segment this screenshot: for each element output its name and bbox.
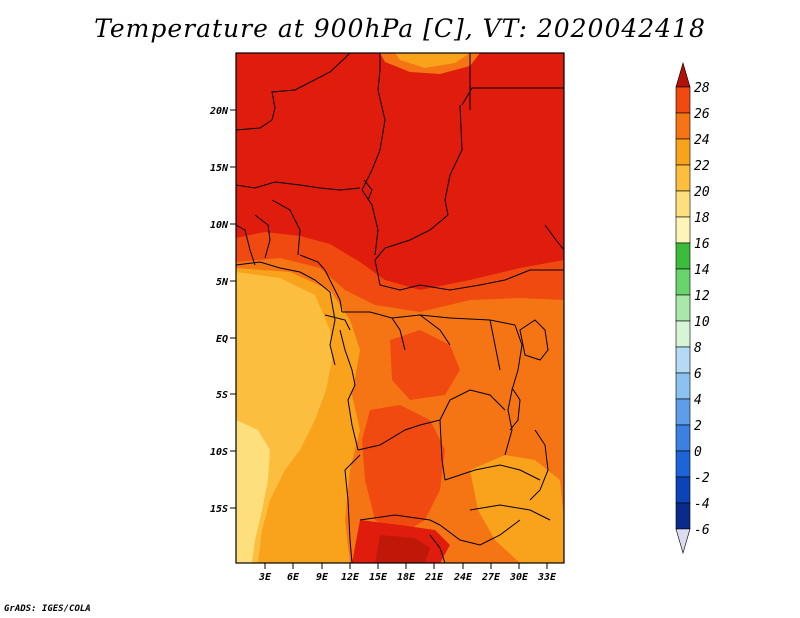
lon-label-27e: 27E <box>481 572 501 583</box>
lat-label-15s: 15S <box>210 504 228 515</box>
colorbar-label: 24 <box>694 133 710 148</box>
colorbar-label: -6 <box>694 523 710 538</box>
lon-label-18e: 18E <box>397 572 416 583</box>
colorbar-label: 12 <box>694 289 710 304</box>
colorbar-label: 26 <box>694 107 710 122</box>
lat-label-10n: 10N <box>210 220 229 231</box>
colorbar-box <box>675 398 691 426</box>
lon-label-9e: 9E <box>316 572 329 583</box>
colorbar-box <box>675 86 691 114</box>
field-interior-26a <box>362 405 445 535</box>
colorbar-label: 8 <box>694 341 702 356</box>
colorbar-box <box>675 190 691 218</box>
lat-label-5n: 5N <box>216 277 229 288</box>
lon-label-24e: 24E <box>453 572 473 583</box>
colorbar-label: -4 <box>694 497 710 512</box>
lon-label-3e: 3E <box>258 572 272 583</box>
field-ocean-18 <box>236 420 270 563</box>
lat-label-5s: 5S <box>216 390 228 401</box>
lon-label-12e: 12E <box>341 572 360 583</box>
colorbar-label: 14 <box>694 263 710 278</box>
colorbar-label: 4 <box>694 393 702 408</box>
colorbar-box <box>675 138 691 166</box>
colorbar-box <box>675 112 691 140</box>
colorbar-label: 22 <box>694 159 710 174</box>
lat-axis: 20N 15N 10N 5N EQ 5S 10S 15S <box>209 106 236 515</box>
grads-credit: GrADS: IGES/COLA <box>4 604 91 614</box>
colorbar-boxes <box>675 61 691 555</box>
map-frame <box>235 52 565 564</box>
lon-axis: 3E 6E 9E 12E 15E 18E 21E 24E 27E 30E 33E <box>258 563 557 583</box>
colorbar-label: 0 <box>694 445 702 460</box>
lon-label-15e: 15E <box>369 572 388 583</box>
colorbar-label: 20 <box>694 185 710 200</box>
lat-label-15n: 15N <box>210 163 229 174</box>
colorbar-box <box>675 476 691 504</box>
lat-label-20n: 20N <box>209 106 229 117</box>
colorbar-box <box>675 502 691 530</box>
lon-label-6e: 6E <box>287 572 300 583</box>
colorbar-box <box>675 320 691 348</box>
colorbar-box <box>675 450 691 478</box>
colorbar-box <box>675 424 691 452</box>
temperature-field <box>236 53 564 563</box>
colorbar-top-arrow <box>675 61 691 88</box>
field-south-30 <box>375 535 430 563</box>
colorbar-label: 18 <box>694 211 710 226</box>
colorbar-label: 28 <box>694 81 710 96</box>
colorbar-label: 2 <box>694 419 702 434</box>
lon-label-21e: 21E <box>424 572 444 583</box>
colorbar-label: -2 <box>694 471 710 486</box>
field-interior-26b <box>390 330 460 400</box>
colorbar-label: 10 <box>694 315 710 330</box>
colorbar-label: 16 <box>694 237 710 252</box>
colorbar-box <box>675 164 691 192</box>
colorbar-box <box>675 216 691 244</box>
colorbar-bottom-arrow <box>675 528 691 555</box>
colorbar-box <box>675 268 691 296</box>
field-east-24 <box>500 320 564 450</box>
colorbar-box <box>675 346 691 374</box>
map-title: Temperature at 900hPa [C], VT: 202004241… <box>94 14 706 43</box>
country-borders <box>236 53 564 563</box>
lat-label-10s: 10S <box>210 447 228 458</box>
field-east-22 <box>470 455 564 563</box>
colorbar-box <box>675 242 691 270</box>
lon-label-30e: 30E <box>509 572 529 583</box>
colorbar-label: 6 <box>694 367 702 382</box>
lat-label-eq: EQ <box>216 334 228 345</box>
lon-label-33e: 33E <box>537 572 557 583</box>
colorbar-box <box>675 294 691 322</box>
colorbar-box <box>675 372 691 400</box>
field-north-warmer <box>395 53 470 68</box>
